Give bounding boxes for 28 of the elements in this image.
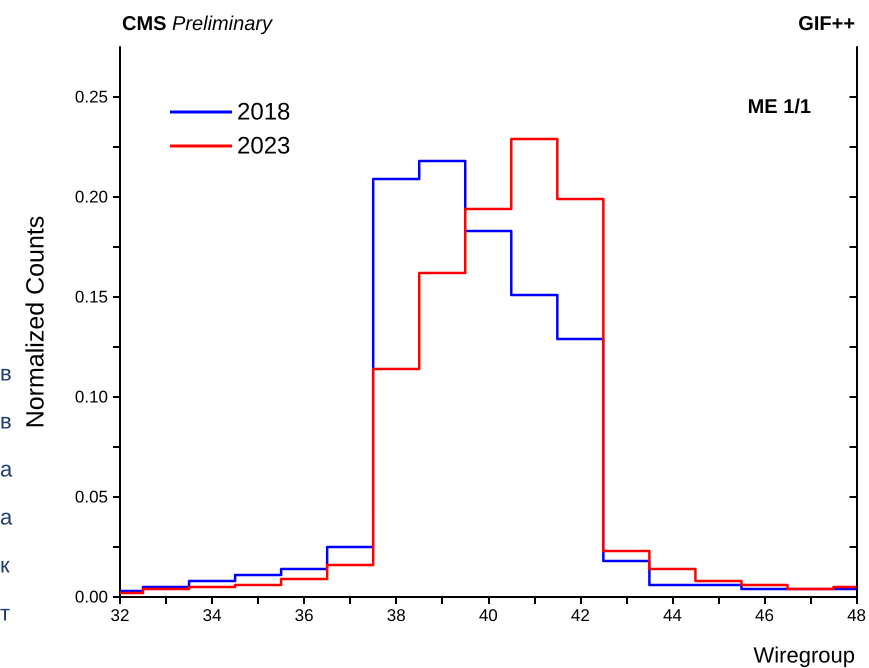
x-tick-label: 34 — [202, 606, 222, 625]
legend-label: 2018 — [237, 98, 290, 126]
x-tick-label: 32 — [110, 606, 130, 625]
text: в — [0, 408, 12, 434]
text: в — [0, 360, 12, 386]
chart-title: CMS Preliminary — [122, 13, 274, 35]
x-tick-label: 46 — [755, 606, 774, 625]
legend-label: 2023 — [237, 132, 290, 160]
y-tick-label: 0.20 — [74, 188, 108, 206]
text: т — [0, 600, 10, 626]
x-tick-label: 36 — [294, 606, 314, 625]
x-tick-label: 40 — [478, 606, 498, 625]
x-tick-label: 42 — [570, 606, 590, 625]
y-tick-label: 0.15 — [74, 288, 108, 306]
text: а — [0, 456, 13, 482]
x-axis-title: Wiregroup — [754, 642, 856, 668]
x-tick-label: 44 — [662, 606, 682, 625]
x-tick-label: 38 — [386, 606, 406, 625]
text: к — [0, 552, 10, 578]
y-tick-label: 0.25 — [74, 88, 108, 106]
y-tick-label: 0.10 — [74, 388, 108, 406]
text: а — [0, 504, 13, 530]
x-tick-label: 48 — [847, 606, 866, 625]
annotation: ME 1/1 — [748, 96, 811, 118]
y-tick-label: 0.05 — [74, 488, 108, 506]
y-axis-title: Normalized Counts — [22, 216, 50, 428]
y-tick-label: 0.00 — [74, 588, 108, 606]
text: GIF++ — [798, 13, 856, 35]
